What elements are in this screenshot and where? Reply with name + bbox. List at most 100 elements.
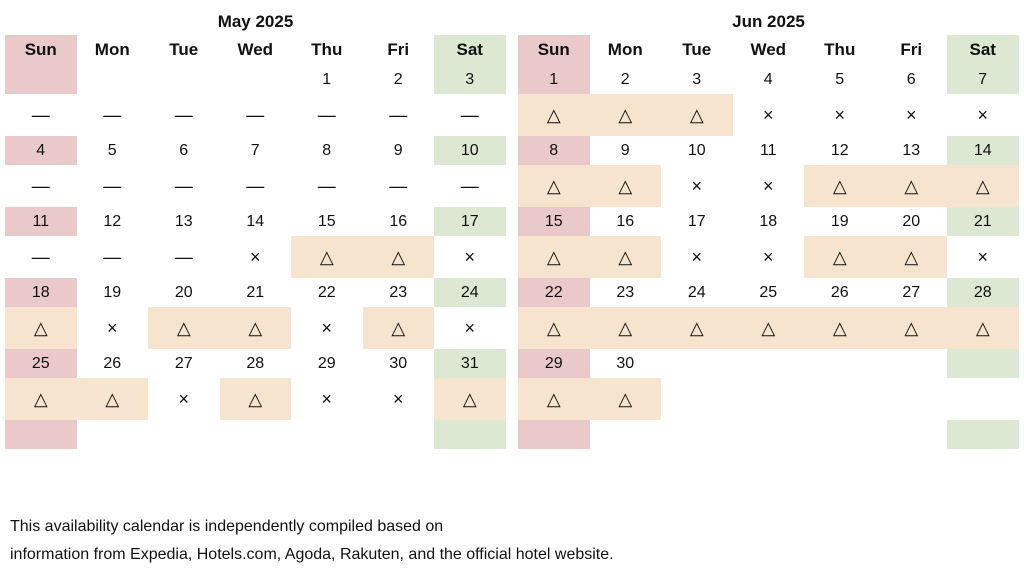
availability-cell: × — [977, 246, 988, 267]
availability-cell — [661, 449, 733, 491]
availability-cell: — — [174, 104, 193, 125]
availability-cell — [804, 378, 876, 420]
weekday-label: Tue — [169, 40, 199, 59]
week-availability-row: — — — — — — — — [5, 94, 506, 136]
week-availability-row: △ × △ △ × △ × — [5, 307, 506, 349]
date-cell: 11 — [5, 207, 77, 236]
date-cell: 10 — [434, 136, 506, 165]
weekday-label: Thu — [824, 40, 856, 59]
date-cell: 23 — [616, 283, 635, 301]
availability-cell: △ — [76, 378, 148, 420]
week-dates-row: 22 23 24 25 26 27 28 — [518, 278, 1019, 307]
week-availability-row: — — — — — — — — [5, 165, 506, 207]
weekday-label: Tue — [682, 40, 712, 59]
date-cell: 24 — [434, 278, 506, 307]
date-cell: 4 — [763, 70, 773, 88]
availability-cell: △ — [875, 165, 947, 207]
date-cell: 2 — [393, 70, 403, 88]
availability-cell: — — [460, 175, 479, 196]
availability-cell — [220, 449, 292, 491]
date-cell: 27 — [174, 354, 193, 372]
date-cell: 21 — [947, 207, 1019, 236]
date-cell — [947, 420, 1019, 449]
availability-cell: × — [178, 388, 189, 409]
date-cell — [220, 65, 292, 94]
date-cell — [363, 420, 435, 449]
date-cell — [876, 420, 948, 449]
date-cell — [434, 420, 506, 449]
date-cell: 10 — [687, 141, 706, 159]
footnote-line: This availability calendar is independen… — [10, 518, 444, 535]
week-availability-row — [518, 449, 1019, 491]
availability-cell: △ — [589, 307, 661, 349]
availability-cell: × — [464, 246, 475, 267]
availability-cell: △ — [589, 378, 661, 420]
date-cell: 29 — [518, 349, 590, 378]
month-title: May 2025 — [217, 12, 294, 31]
availability-cell: — — [174, 246, 193, 267]
date-cell — [661, 349, 733, 378]
weekday-label: Sat — [434, 35, 506, 65]
availability-cell: △ — [518, 236, 590, 278]
availability-cell — [363, 449, 435, 491]
week-dates-row: 1 2 3 — [5, 65, 506, 94]
date-cell: 2 — [620, 70, 630, 88]
week-dates-row: 4 5 6 7 8 9 10 — [5, 136, 506, 165]
availability-cell: — — [460, 104, 479, 125]
availability-cell — [5, 449, 77, 491]
availability-cell — [661, 378, 733, 420]
availability-cell: × — [762, 175, 774, 196]
availability-cell: △ — [434, 378, 506, 420]
date-cell: 22 — [317, 283, 336, 301]
availability-cell: — — [317, 104, 336, 125]
availability-cell: △ — [362, 236, 434, 278]
availability-cell: △ — [732, 307, 804, 349]
availability-cell: — — [174, 175, 193, 196]
availability-cell — [733, 449, 805, 491]
availability-cell: — — [31, 246, 50, 267]
availability-cell: △ — [362, 307, 434, 349]
week-dates-row — [5, 420, 506, 449]
week-availability-row: △ △ △ △ △ △ △ — [518, 307, 1019, 349]
date-cell: 18 — [5, 278, 77, 307]
week-availability-row: △ △ △ × × × × — [518, 94, 1019, 136]
date-cell — [148, 420, 220, 449]
weekday-label: Fri — [900, 40, 923, 59]
availability-cell: × — [977, 104, 988, 125]
date-cell: 9 — [620, 141, 630, 159]
availability-cell: △ — [947, 165, 1019, 207]
availability-cell: △ — [5, 378, 77, 420]
date-cell — [291, 420, 363, 449]
date-cell: 6 — [906, 70, 916, 88]
date-cell: 24 — [687, 283, 706, 301]
availability-cell: × — [106, 317, 118, 338]
availability-cell: × — [905, 104, 917, 125]
availability-cell: △ — [219, 378, 291, 420]
footnote: This availability calendar is independen… — [10, 513, 614, 569]
week-dates-row: 1 2 3 4 5 6 7 — [518, 65, 1019, 94]
availability-cell: — — [103, 104, 122, 125]
date-cell: 15 — [518, 207, 590, 236]
availability-cell: △ — [804, 236, 876, 278]
week-dates-row: 11 12 13 14 15 16 17 — [5, 207, 506, 236]
week-availability-row: △ △ × △ × × △ — [5, 378, 506, 420]
availability-cell: — — [31, 175, 50, 196]
date-cell: 18 — [759, 212, 778, 230]
date-cell — [77, 420, 149, 449]
availability-cell: — — [389, 104, 408, 125]
availability-cell — [291, 449, 363, 491]
date-cell: 5 — [107, 141, 117, 159]
date-cell: 12 — [103, 212, 122, 230]
availability-cell: × — [464, 317, 475, 338]
availability-cell: △ — [518, 165, 590, 207]
week-availability-row — [5, 449, 506, 491]
weekday-label: Sun — [518, 35, 590, 65]
weekday-label: Fri — [387, 40, 410, 59]
availability-cell — [804, 449, 876, 491]
date-cell — [77, 65, 149, 94]
availability-cell: △ — [661, 307, 733, 349]
date-cell: 25 — [759, 283, 778, 301]
availability-cell: — — [389, 175, 408, 196]
availability-cell: — — [31, 104, 50, 125]
date-cell — [876, 349, 948, 378]
